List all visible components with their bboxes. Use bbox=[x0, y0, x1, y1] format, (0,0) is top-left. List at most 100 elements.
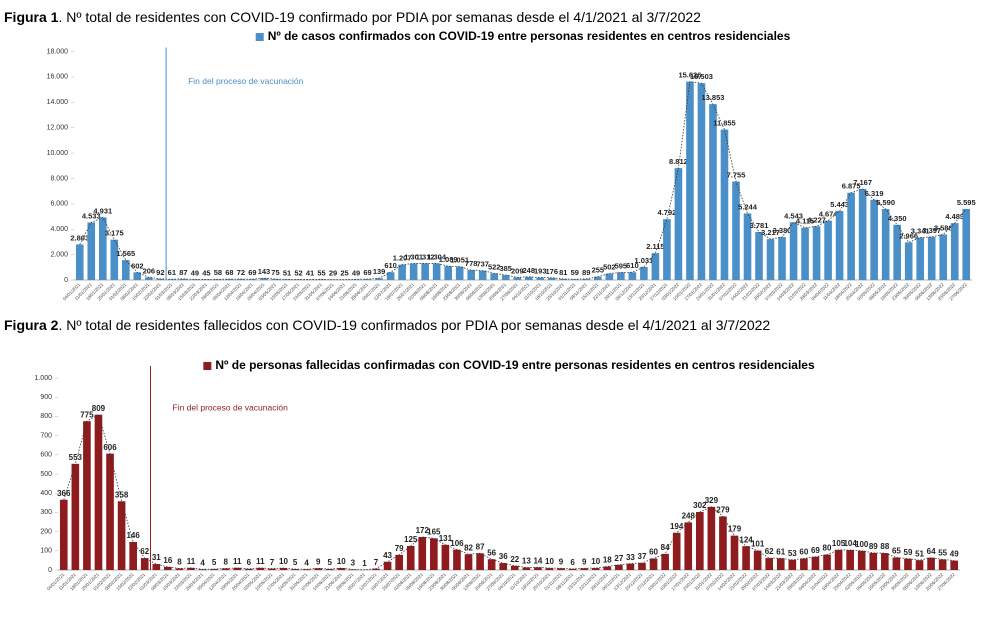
y-tick-label: 12.000 bbox=[47, 125, 69, 132]
value-label: 4.483 bbox=[945, 212, 964, 221]
value-label: 80 bbox=[823, 544, 832, 553]
bar bbox=[742, 546, 750, 570]
value-label: 88 bbox=[880, 542, 889, 551]
value-label: 100 bbox=[855, 540, 869, 549]
bar bbox=[628, 272, 637, 280]
figure-title: . Nº total de residentes con COVID-19 co… bbox=[58, 9, 701, 25]
bar bbox=[626, 563, 635, 570]
value-label: 53 bbox=[788, 549, 797, 558]
value-label: 775 bbox=[80, 410, 94, 419]
value-label: 4 bbox=[200, 558, 205, 567]
bar bbox=[106, 453, 114, 570]
value-label: 778 bbox=[465, 259, 478, 268]
value-label: 92 bbox=[156, 268, 164, 277]
bar bbox=[337, 568, 346, 570]
bar bbox=[164, 566, 172, 570]
value-label: 101 bbox=[751, 540, 765, 549]
bar bbox=[202, 279, 211, 280]
y-tick-label: 6.000 bbox=[50, 201, 68, 208]
value-label: 58 bbox=[214, 268, 222, 277]
value-label: 10 bbox=[591, 557, 600, 566]
value-label: 22 bbox=[510, 555, 519, 564]
value-label: 27 bbox=[614, 554, 623, 563]
bar bbox=[375, 278, 383, 280]
value-label: 1.031 bbox=[634, 256, 653, 265]
bar bbox=[684, 522, 693, 570]
bar bbox=[283, 279, 291, 280]
bar bbox=[582, 278, 591, 280]
bar bbox=[755, 232, 763, 280]
value-label: 43 bbox=[383, 551, 392, 560]
bar bbox=[522, 567, 531, 570]
value-label: 82 bbox=[464, 543, 473, 552]
value-label: 5 bbox=[293, 558, 298, 567]
value-label: 60 bbox=[799, 548, 808, 557]
value-label: 8 bbox=[177, 558, 182, 567]
bar bbox=[720, 129, 729, 280]
bar bbox=[94, 414, 103, 570]
value-label: 8 bbox=[223, 558, 228, 567]
value-label: 11 bbox=[256, 557, 265, 566]
bar bbox=[140, 558, 149, 570]
value-label: 59 bbox=[904, 548, 913, 557]
value-label: 79 bbox=[395, 544, 404, 553]
bar bbox=[686, 81, 694, 280]
value-label: 9 bbox=[559, 557, 564, 566]
value-label: 60 bbox=[649, 548, 658, 557]
value-label: 7.167 bbox=[853, 178, 872, 187]
bar bbox=[476, 553, 484, 570]
bar bbox=[661, 553, 669, 570]
value-label: 106 bbox=[450, 539, 464, 548]
figure-label: Figura 2 bbox=[4, 317, 59, 333]
bar bbox=[778, 237, 786, 280]
bar bbox=[788, 559, 797, 570]
value-label: 3.586 bbox=[934, 223, 953, 232]
bar bbox=[674, 168, 683, 280]
bar bbox=[513, 277, 522, 280]
bar bbox=[603, 566, 612, 570]
bar bbox=[499, 563, 508, 570]
bar bbox=[743, 213, 752, 280]
legend-label: Nº de casos confirmados con COVID-19 ent… bbox=[268, 29, 791, 43]
bar bbox=[122, 260, 130, 280]
value-label: 206 bbox=[143, 266, 156, 275]
bar bbox=[640, 266, 648, 280]
value-label: 194 bbox=[670, 522, 684, 531]
figure-label: Figura 1 bbox=[4, 9, 59, 25]
bar bbox=[881, 209, 890, 280]
bar bbox=[237, 279, 245, 280]
value-label: 4.227 bbox=[807, 215, 826, 224]
bar bbox=[938, 559, 947, 570]
bar bbox=[179, 278, 188, 280]
y-tick-label: 400 bbox=[40, 490, 52, 497]
value-label: 13 bbox=[522, 557, 531, 566]
bar bbox=[824, 220, 832, 280]
bar bbox=[950, 223, 959, 280]
bar bbox=[455, 266, 464, 280]
value-label: 176 bbox=[546, 267, 559, 276]
bar bbox=[638, 562, 646, 570]
bar bbox=[210, 569, 218, 570]
value-label: 248 bbox=[682, 511, 696, 520]
value-label: 209 bbox=[511, 266, 524, 275]
value-label: 33 bbox=[626, 553, 635, 562]
value-label: 3.175 bbox=[105, 229, 124, 238]
bar bbox=[707, 506, 716, 570]
value-label: 3 bbox=[351, 559, 356, 568]
bar bbox=[846, 550, 854, 570]
value-label: 7 bbox=[374, 558, 379, 567]
value-label: 255 bbox=[592, 266, 605, 275]
bar bbox=[75, 244, 84, 280]
bar bbox=[98, 217, 107, 280]
value-label: 5.443 bbox=[830, 200, 849, 209]
value-label: 8.812 bbox=[669, 157, 688, 166]
value-label: 6 bbox=[247, 558, 252, 567]
value-label: 3.781 bbox=[750, 221, 769, 230]
value-label: 51 bbox=[915, 549, 924, 558]
value-label: 11 bbox=[187, 557, 196, 566]
value-label: 10 bbox=[545, 557, 554, 566]
bar bbox=[256, 567, 265, 570]
value-label: 4.543 bbox=[784, 211, 803, 220]
bar bbox=[363, 279, 372, 280]
bar bbox=[133, 272, 142, 280]
